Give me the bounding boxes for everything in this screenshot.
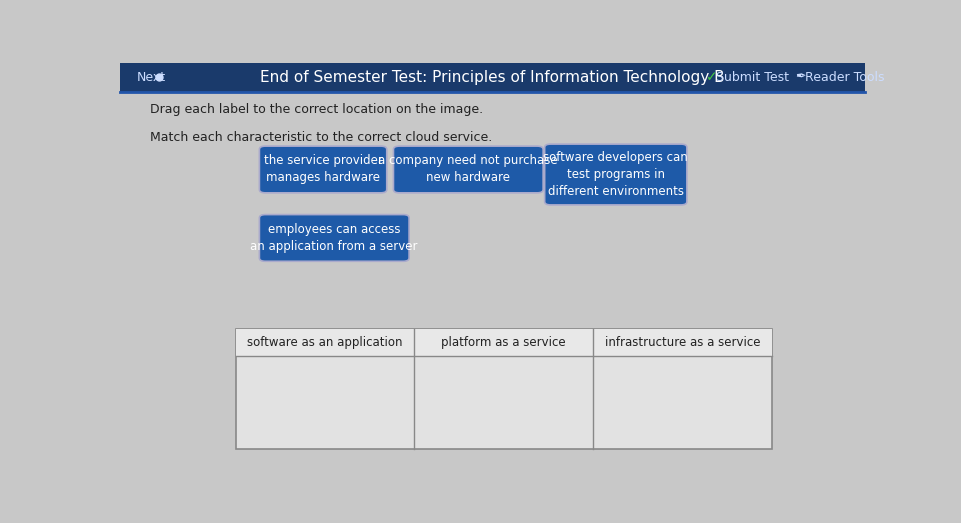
FancyBboxPatch shape — [235, 328, 772, 356]
FancyBboxPatch shape — [393, 146, 543, 193]
Text: a company need not purchase
new hardware: a company need not purchase new hardware — [379, 154, 558, 185]
Text: ✓: ✓ — [706, 70, 718, 84]
Text: Match each characteristic to the correct cloud service.: Match each characteristic to the correct… — [150, 131, 492, 144]
Text: Drag each label to the correct location on the image.: Drag each label to the correct location … — [150, 103, 483, 116]
Text: infrastructure as a service: infrastructure as a service — [604, 336, 760, 349]
Text: End of Semester Test: Principles of Information Technology B: End of Semester Test: Principles of Info… — [260, 70, 725, 85]
FancyBboxPatch shape — [545, 144, 687, 205]
Text: ✒: ✒ — [796, 71, 806, 84]
Text: software as an application: software as an application — [247, 336, 403, 349]
FancyBboxPatch shape — [120, 63, 865, 92]
Text: Next: Next — [136, 71, 165, 84]
FancyBboxPatch shape — [259, 214, 409, 262]
FancyBboxPatch shape — [259, 146, 386, 193]
Text: Reader Tools: Reader Tools — [805, 71, 885, 84]
Text: software developers can
test programs in
different environments: software developers can test programs in… — [543, 151, 688, 198]
Text: platform as a service: platform as a service — [441, 336, 566, 349]
Text: the service provider
manages hardware: the service provider manages hardware — [263, 154, 382, 185]
Text: Submit Test: Submit Test — [716, 71, 789, 84]
FancyBboxPatch shape — [235, 328, 772, 449]
Text: employees can access
an application from a server: employees can access an application from… — [251, 223, 418, 253]
